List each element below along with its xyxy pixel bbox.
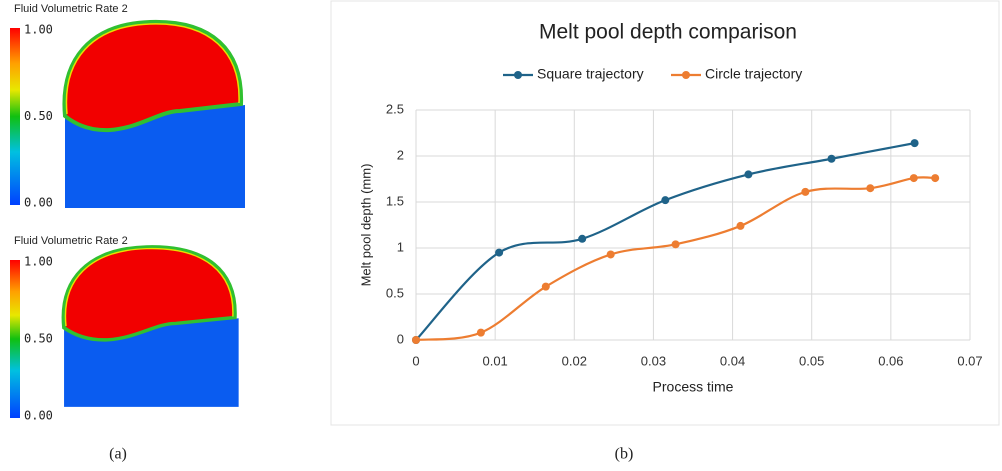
y-tick-label: 1.5 — [386, 193, 404, 208]
x-axis-label: Process time — [653, 379, 734, 395]
data-point — [495, 249, 503, 257]
data-point — [736, 222, 744, 230]
y-tick-label: 0.5 — [386, 285, 404, 300]
colorbar-label: 0.00 — [24, 409, 53, 423]
sim-title: Fluid Volumetric Rate 2 — [14, 3, 128, 15]
data-point — [744, 170, 752, 178]
caption-a: (a) — [109, 446, 127, 463]
y-tick-label: 2.5 — [386, 101, 404, 116]
y-tick-label: 0 — [397, 331, 404, 346]
data-point — [412, 336, 420, 344]
data-point — [672, 240, 680, 248]
x-tick-label: 0 — [412, 353, 419, 368]
data-point — [661, 196, 669, 204]
y-tick-label: 2 — [397, 147, 404, 162]
x-tick-label: 0.03 — [641, 353, 666, 368]
data-point — [828, 155, 836, 163]
colorbar-label: 1.00 — [24, 255, 53, 269]
chart-title: Melt pool depth comparison — [539, 21, 797, 44]
x-tick-label: 0.06 — [878, 353, 903, 368]
data-point — [866, 184, 874, 192]
x-tick-label: 0.07 — [957, 353, 982, 368]
colorbar — [10, 28, 20, 205]
y-axis-label: Melt pool depth (mm) — [358, 164, 373, 287]
simulation-image — [64, 22, 245, 208]
series-line — [416, 143, 915, 340]
x-tick-label: 0.01 — [482, 353, 507, 368]
legend-marker — [514, 71, 522, 79]
colorbar-label: 0.50 — [24, 109, 53, 123]
colorbar-label: 0.50 — [24, 332, 53, 346]
data-point — [578, 235, 586, 243]
x-tick-label: 0.02 — [562, 353, 587, 368]
sim-title: Fluid Volumetric Rate 2 — [14, 235, 128, 247]
legend-marker — [682, 71, 690, 79]
data-point — [801, 188, 809, 196]
colorbar — [10, 260, 20, 418]
caption-b: (b) — [615, 446, 634, 463]
data-point — [542, 283, 550, 291]
data-point — [911, 139, 919, 147]
x-tick-label: 0.04 — [720, 353, 745, 368]
data-point — [477, 329, 485, 337]
legend-label: Square trajectory — [537, 66, 644, 82]
simulation-image — [64, 247, 239, 407]
figure: (a) (b) Melt pool depth comparison Proce… — [0, 0, 1002, 471]
colorbar-label: 0.00 — [24, 196, 53, 210]
y-tick-label: 1 — [397, 239, 404, 254]
data-point — [931, 174, 939, 182]
colorbar-label: 1.00 — [24, 23, 53, 37]
x-tick-label: 0.05 — [799, 353, 824, 368]
legend-label: Circle trajectory — [705, 66, 802, 82]
data-point — [607, 250, 615, 258]
data-point — [910, 174, 918, 182]
